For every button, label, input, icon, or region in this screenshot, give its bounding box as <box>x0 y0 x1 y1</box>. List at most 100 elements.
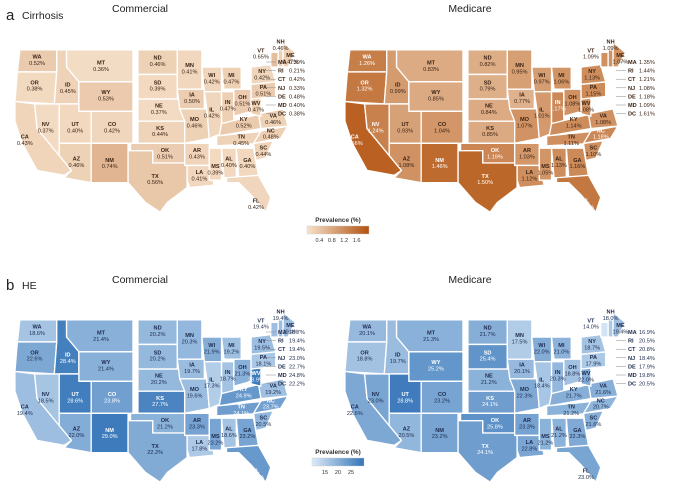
side-state-value: 1.44% <box>639 69 655 75</box>
side-state-value: 20.8% <box>639 347 655 353</box>
side-state-value: 0.48% <box>289 94 305 100</box>
side-state-dc: DC 22.2% <box>266 382 305 388</box>
state-label: ID <box>395 353 401 359</box>
state-value-label: 20.2% <box>151 380 167 386</box>
side-state-value: 1.18% <box>639 94 655 100</box>
state-label: WI <box>208 343 215 349</box>
map-title: Medicare <box>448 274 491 286</box>
state-value-label: 1.10% <box>585 152 601 158</box>
side-state-label: DC <box>628 382 636 388</box>
state-label: IN <box>225 370 231 376</box>
state-label: MO <box>190 387 200 393</box>
state-label: MI <box>558 343 565 349</box>
side-state-ma: MA 0.39% <box>266 60 305 66</box>
state-label: GA <box>243 158 251 164</box>
state-value-label: 0.37% <box>38 129 54 135</box>
side-state-value: 19.4% <box>289 347 305 353</box>
state-value-label: 0.84% <box>481 110 497 116</box>
state-label: MN <box>515 333 524 339</box>
state-label: WV <box>251 371 260 377</box>
side-state-label: CT <box>278 77 286 83</box>
state-value-label: 0.95% <box>512 69 528 75</box>
state-value-label: 19.7% <box>390 359 406 365</box>
side-state-nj: NJ 23.0% <box>266 356 305 362</box>
state-value-label: 0.48% <box>263 135 279 141</box>
state-value-label: 1.15% <box>585 92 601 98</box>
state-value-label: 19.2% <box>265 390 281 396</box>
state-value-label: 1.05% <box>537 170 553 176</box>
state-value-label: 25.2% <box>428 367 444 373</box>
state-value-label: 0.51% <box>157 154 173 160</box>
state-label: MT <box>97 61 106 67</box>
state-label: NE <box>155 104 163 110</box>
state-label: AR <box>193 418 201 424</box>
state-label: MO <box>520 117 530 123</box>
side-state-md: MD 1.09% <box>616 103 655 109</box>
state-value-label: 0.39% <box>207 170 223 176</box>
side-state-de: DE 22.7% <box>266 364 305 370</box>
state-label: VA <box>600 383 607 389</box>
state-label: NV <box>42 392 50 398</box>
state-label: WI <box>538 343 545 349</box>
state-shapes <box>14 311 297 483</box>
legend-title: Prevalence (%) <box>315 449 360 456</box>
side-state-value: 20.5% <box>639 382 655 388</box>
panel-name: HE <box>22 280 37 292</box>
state-label: MS <box>541 164 550 170</box>
state-label: ND <box>154 56 162 62</box>
side-state-value: 1.09% <box>639 103 655 109</box>
state-label: IL <box>209 377 215 383</box>
state-label: NC <box>267 128 275 134</box>
legend-title: Prevalence (%) <box>315 217 360 224</box>
state-value-label: 1.07% <box>517 124 533 130</box>
state-value-label: 18.6% <box>29 331 45 337</box>
state-value-label: 1.50% <box>477 180 493 186</box>
state-label: TX <box>482 444 489 450</box>
state-value-label: 18.8% <box>357 357 373 363</box>
state-va <box>587 108 619 130</box>
side-state-label: CT <box>278 347 286 353</box>
state-value-label: 21.6% <box>585 422 601 428</box>
state-value-label: 17.5% <box>512 339 528 345</box>
state-value-label: 21.9% <box>204 349 220 355</box>
state-label: KS <box>156 126 164 132</box>
state-label: IA <box>519 93 525 99</box>
panel-b: b HE CommercialWA18.6%OR22.6%CA19.4%NV18.5… <box>6 274 655 483</box>
state-value-label: 25.4% <box>480 357 496 363</box>
state-value-label: 1.13% <box>584 76 600 82</box>
state-value-label: 14.0% <box>583 325 599 331</box>
state-value-label: 1.03% <box>519 154 535 160</box>
state-va <box>257 108 289 130</box>
side-state-label: RI <box>278 339 284 345</box>
state-label: CO <box>108 392 117 398</box>
side-state-ri: RI 19.4% <box>266 339 305 345</box>
state-fl <box>225 174 272 213</box>
side-state-value: 0.39% <box>289 60 305 66</box>
side-state-md: MD 0.40% <box>266 103 305 109</box>
state-tx <box>457 150 518 213</box>
state-value-label: 19.4% <box>273 316 289 322</box>
side-state-ct: CT 19.4% <box>266 347 305 353</box>
side-state-label: RI <box>278 69 284 75</box>
side-state-label: NJ <box>628 86 635 92</box>
side-state-value: 22.2% <box>289 382 305 388</box>
state-value-label: 0.53% <box>98 97 114 103</box>
side-state-value: 20.5% <box>639 339 655 345</box>
state-il <box>533 90 553 140</box>
state-label: IA <box>519 363 525 369</box>
state-value-label: 22.3% <box>517 394 533 400</box>
map-commercial: CommercialWA18.6%OR22.6%CA19.4%NV18.5%ID… <box>14 274 305 483</box>
state-value-label: 24.7% <box>248 475 264 481</box>
state-value-label: 24.1% <box>233 411 249 417</box>
state-value-label: 0.83% <box>423 67 439 73</box>
state-value-label: 1.11% <box>564 141 579 147</box>
state-label: FL <box>253 198 260 204</box>
state-value-label: 22.0% <box>534 349 550 355</box>
side-state-de: DE 1.18% <box>616 94 655 100</box>
side-state-ma: MA 1.35% <box>616 60 655 66</box>
state-label: NC <box>597 128 605 134</box>
map-title: Commercial <box>112 274 168 286</box>
state-label: NV <box>372 122 380 128</box>
legend-tick-label: 15 <box>322 470 328 476</box>
